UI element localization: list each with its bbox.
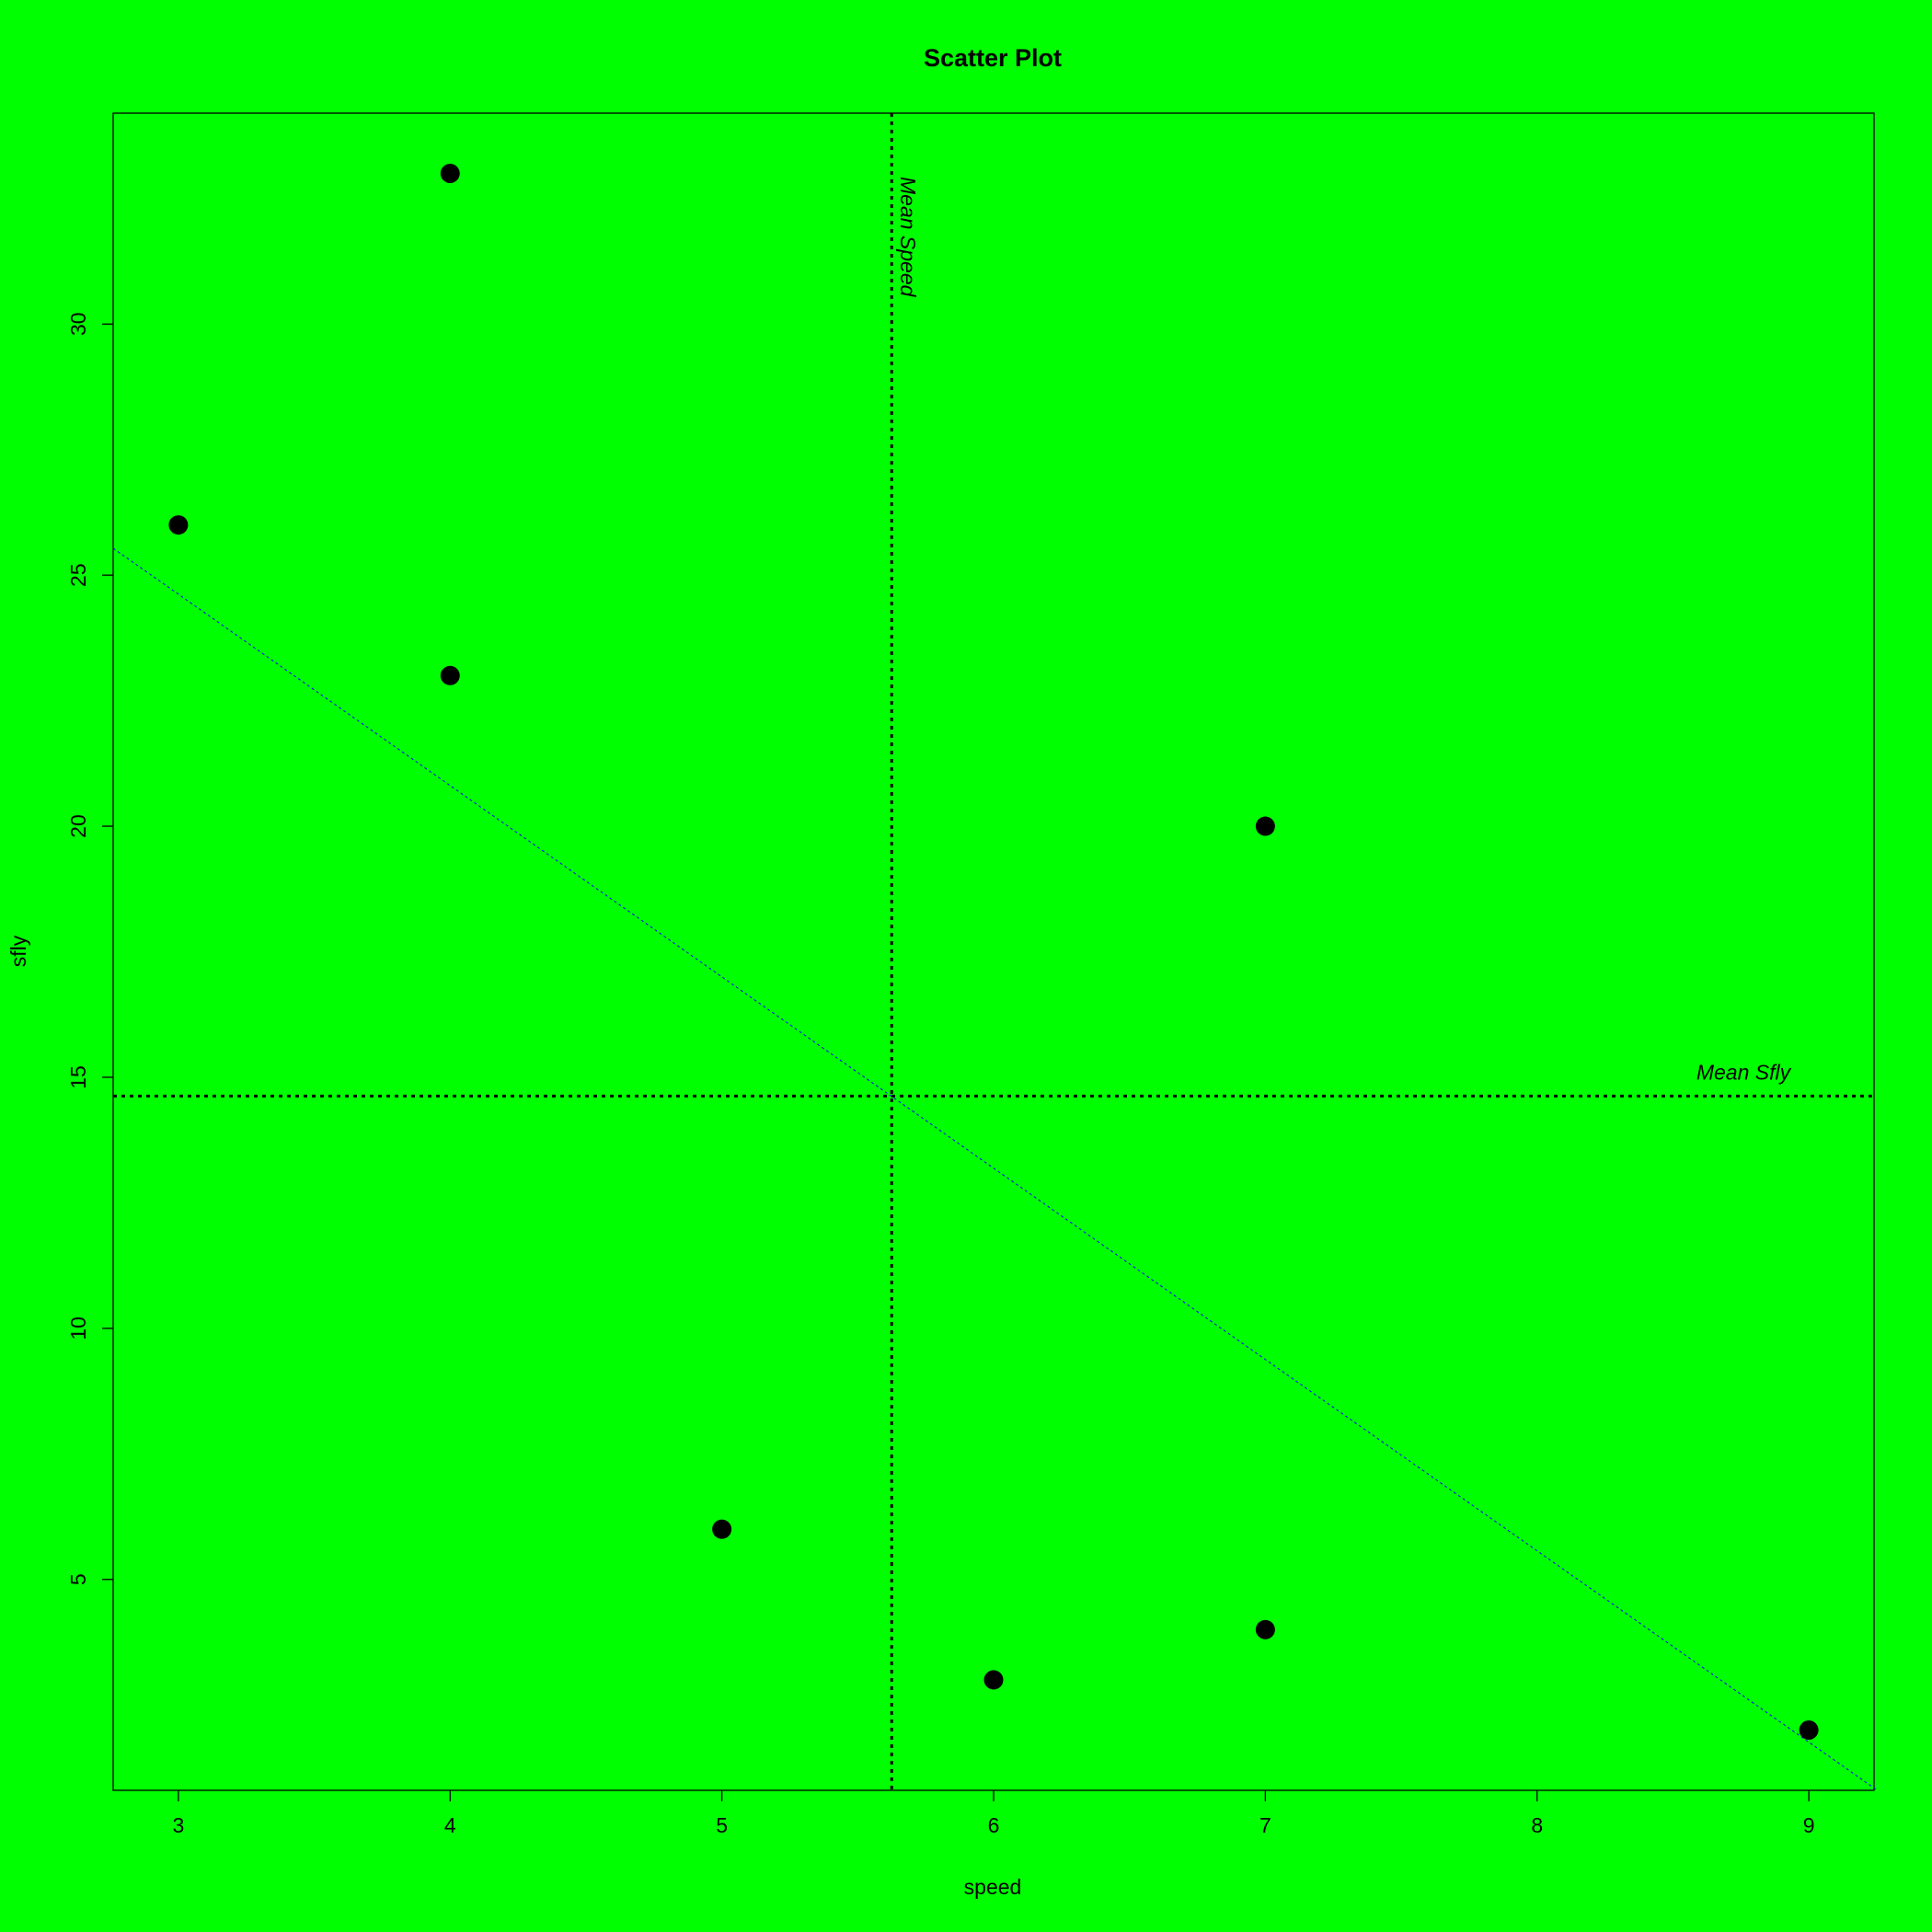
data-points	[168, 163, 1819, 1741]
x-tick-label: 4	[444, 1813, 456, 1837]
data-point	[1255, 816, 1275, 836]
data-point	[1799, 1720, 1819, 1741]
y-tick-label: 25	[66, 563, 90, 587]
y-tick-label: 5	[66, 1573, 90, 1585]
x-tick-label: 8	[1531, 1813, 1543, 1837]
x-tick-label: 3	[172, 1813, 184, 1837]
data-point	[440, 163, 460, 183]
y-axis: 5 10 15 20 25 30	[66, 312, 113, 1585]
y-axis-label: sfly	[6, 935, 30, 967]
data-point	[440, 665, 460, 685]
chart-title: Scatter Plot	[924, 44, 1062, 72]
x-tick-label: 9	[1803, 1813, 1815, 1837]
y-tick-label: 10	[66, 1317, 90, 1340]
data-point	[1255, 1619, 1275, 1639]
y-tick-label: 15	[66, 1065, 90, 1089]
x-axis: 3 4 5 6 7 8 9	[172, 1790, 1815, 1837]
data-point	[168, 515, 189, 535]
mean-sfly-label: Mean Sfly	[1696, 1060, 1792, 1084]
x-axis-label: speed	[964, 1875, 1022, 1899]
reference-lines	[112, 113, 1878, 1791]
y-tick-label: 30	[66, 312, 90, 336]
y-tick-label: 20	[66, 814, 90, 838]
x-tick-label: 6	[988, 1813, 1000, 1837]
data-point	[983, 1670, 1004, 1690]
data-point	[712, 1519, 732, 1539]
x-tick-label: 5	[716, 1813, 728, 1837]
regression-line	[112, 547, 1878, 1791]
plot-frame	[112, 112, 1875, 1791]
x-tick-label: 7	[1259, 1813, 1271, 1837]
mean-speed-label: Mean Speed	[896, 177, 920, 298]
